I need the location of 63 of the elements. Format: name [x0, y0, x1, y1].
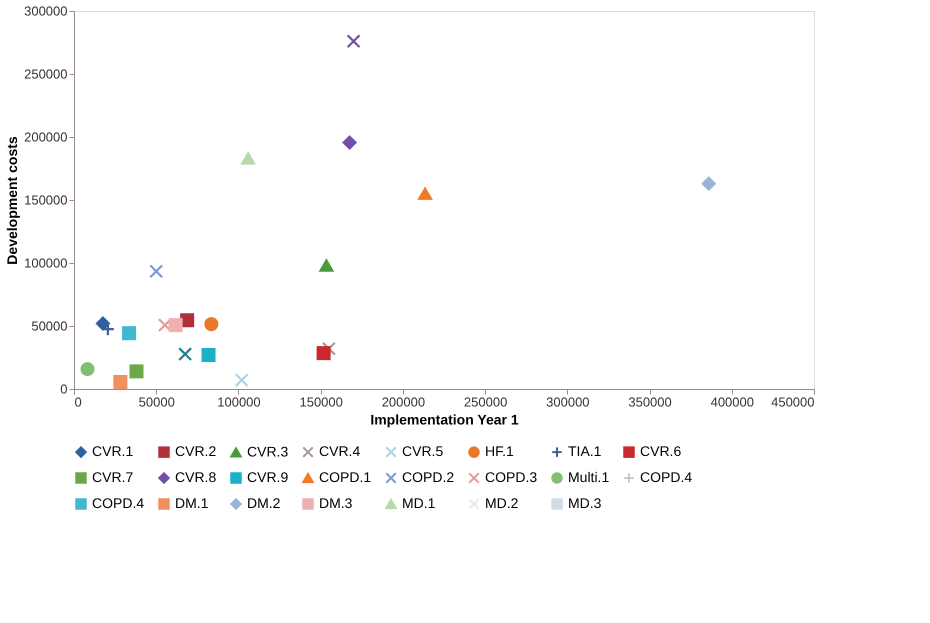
legend-label: DM.1: [175, 495, 209, 511]
x-tick-label: 0: [74, 394, 82, 410]
point: [234, 373, 249, 388]
legend-label: Multi.1: [568, 469, 610, 485]
legend-label: MD.2: [485, 495, 519, 511]
legend-label: DM.3: [319, 495, 353, 511]
legend-label: CVR.3: [247, 443, 288, 460]
x-tick-label: 400000: [710, 394, 754, 410]
x-tick-label: 150000: [299, 394, 343, 410]
legend-label: COPD.2: [402, 469, 454, 485]
point: [122, 326, 136, 340]
x-tick-label: 50000: [138, 394, 175, 410]
point: [80, 362, 94, 376]
y-tick-label: 200000: [24, 130, 68, 144]
point: [418, 187, 432, 200]
point: [316, 346, 331, 360]
point: [180, 313, 194, 328]
legend-label: TIA.1: [568, 443, 602, 460]
legend-label: COPD.3: [485, 469, 538, 485]
point: [100, 322, 115, 336]
point: [178, 347, 192, 362]
y-tick-label: 300000: [24, 4, 68, 18]
y-tick-label: 50000: [31, 318, 68, 334]
x-tick-label: 250000: [464, 394, 508, 410]
point: [346, 34, 361, 48]
x-tick-label: 450000: [771, 394, 814, 410]
legend-label: DM.2: [247, 495, 281, 511]
point: [149, 264, 164, 278]
point: [204, 317, 218, 332]
legend-label: CVR.6: [640, 443, 682, 460]
legend-label: MD.1: [402, 495, 436, 511]
point: [702, 176, 716, 191]
legend-label: COPD.4: [640, 469, 692, 485]
legend-label: CVR.5: [402, 443, 444, 460]
y-tick-label: 150000: [24, 192, 68, 208]
point: [113, 375, 128, 390]
x-axis-title: Implementation Year 1: [370, 412, 519, 428]
legend-label: MD.3: [568, 495, 602, 511]
legend-label: CVR.1: [92, 443, 134, 460]
legend-label: CVR.4: [319, 443, 360, 460]
point: [319, 259, 334, 272]
legend-label: CVR.2: [175, 443, 216, 460]
y-tick-label: 250000: [24, 66, 68, 82]
y-tick-label: 0: [60, 382, 68, 396]
point: [96, 316, 110, 330]
legend-label: CVR.8: [175, 469, 216, 485]
point: [168, 318, 183, 332]
point: [202, 348, 216, 362]
y-tick-label: 100000: [24, 256, 68, 270]
x-tick-label: 300000: [546, 394, 590, 410]
legend-label: CVR.7: [92, 469, 134, 485]
point: [342, 136, 357, 150]
point: [241, 152, 256, 165]
legend-label: COPD.4: [92, 495, 144, 511]
x-tick-label: 100000: [217, 394, 261, 410]
legend-label: COPD.1: [319, 469, 372, 485]
point: [322, 342, 336, 356]
x-tick-label: 350000: [628, 394, 672, 410]
x-tick-label: 200000: [382, 394, 426, 410]
y-axis-title: Development costs: [4, 136, 20, 265]
point: [129, 364, 144, 378]
legend-label: HF.1: [485, 443, 514, 460]
legend-label: CVR.9: [247, 469, 288, 485]
